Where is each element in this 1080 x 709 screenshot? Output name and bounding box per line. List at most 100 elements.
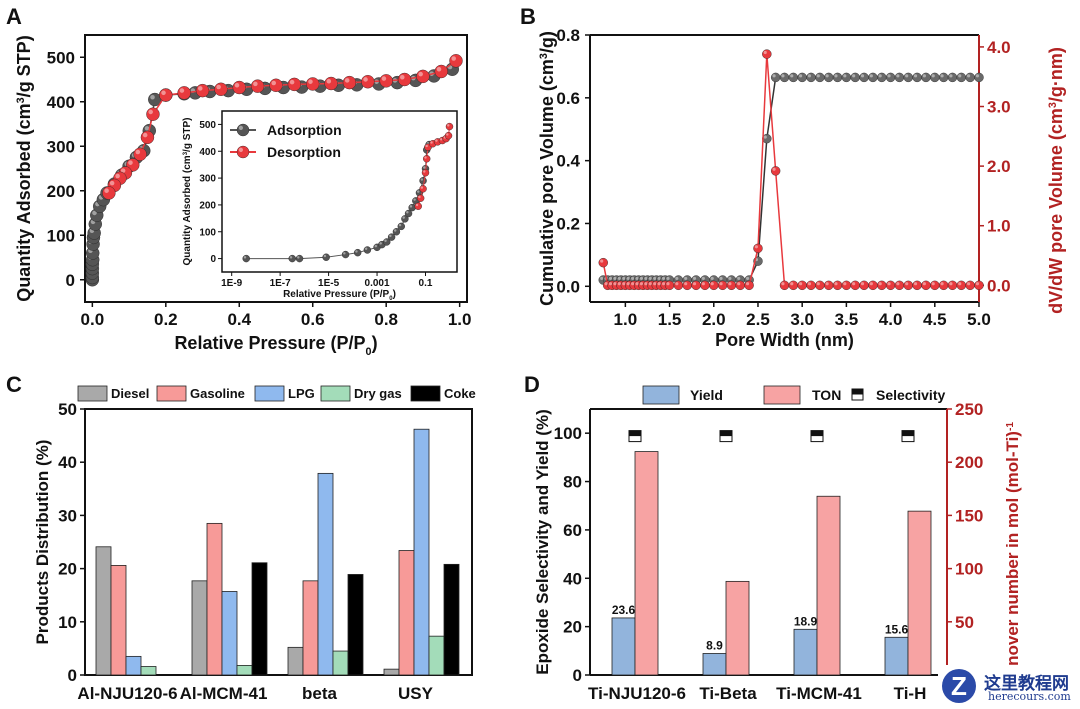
chart-d-legend-swatch-yield [642,385,680,405]
chart-a-point-desorption-highlight [109,180,115,186]
chart-a-inset-point-adsorption-body [401,215,409,223]
chart-b-point-dvdw-body [700,280,710,291]
chart-c-ytick-label: 0 [68,666,77,685]
chart-b-ytick-right-label: 1.0 [987,217,1011,236]
chart-d-point-selectivity [719,430,733,443]
chart-a-point-desorption-highlight [381,76,387,81]
chart-b-point-dvdw-highlight [701,282,705,286]
chart-b-point-dvdw [815,280,825,291]
chart-a-point-desorption-body [397,72,412,87]
chart-b-point-cumulative-body [877,72,887,83]
chart-c-xtick-label: Al-MCM-41 [180,684,268,703]
chart-a-inset-point-desorption-highlight [424,156,427,159]
chart-b-point-dvdw-highlight [639,282,644,286]
chart-a-point-desorption [306,77,320,91]
chart-d-point-selectivity [810,430,824,443]
chart-a-ytick-label: 400 [47,93,75,112]
chart-a-point-adsorption-highlight [150,94,155,100]
watermark: Z 这里教程网 herecours.com [938,665,1080,709]
chart-a-inset-point-desorption [421,169,430,177]
chart-b-point-cumulative [779,72,790,83]
chart-b-point-dvdw [877,280,887,291]
chart-c-bar-lpg [317,472,334,676]
chart-b-point-dvdw-body [779,280,790,291]
chart-c-bar-lpg [221,591,238,676]
chart-b-point-cumulative-highlight [701,276,705,281]
chart-b-point-dvdw-highlight [644,282,648,286]
chart-b-point-dvdw [762,49,772,59]
chart-b-point-cumulative [912,72,922,83]
chart-b-xtick-label: 2.0 [702,310,726,329]
watermark-logo-icon: Z [942,669,976,703]
chart-c-ytick-label: 40 [58,453,77,472]
chart-a-inset-point-adsorption-highlight [379,242,382,245]
chart-a-inset-point-adsorption-body [363,246,372,254]
chart-b-ytick-right-label: 4.0 [987,38,1011,57]
chart-c-bar-diesel [95,546,112,676]
chart-b-point-dvdw [921,280,931,291]
chart-b-xtick-label: 2.5 [746,310,770,329]
chart-a-inset-point-adsorption-body [288,254,296,263]
chart-b-point-cumulative-highlight [860,74,865,78]
chart-b-point-cumulative-body [770,72,781,83]
chart-a-point-desorption-highlight [128,160,133,165]
chart-a-inset-point-adsorption [397,222,405,231]
chart-b-ytick-label: 0.8 [556,26,580,45]
chart-a-xlabel: Relative Pressure (P/P0) [174,333,377,358]
chart-b-point-dvdw-highlight [600,259,604,263]
chart-d-bar-ton [816,495,841,676]
chart-b-point-dvdw [673,280,684,291]
chart-a-inset-xtick-label: 1E-9 [221,278,243,289]
chart-b-point-dvdw-highlight [626,282,630,286]
chart-a-inset-xlabel: Relative Pressure (P/P0) [283,289,396,302]
chart-b-point-cumulative-body [894,72,905,83]
chart-c-xtick-label: Al-NJU120-6 [77,684,177,703]
chart-a-point-desorption [250,79,265,93]
chart-c-ytick-label: 30 [58,506,77,525]
chart-a-inset-point-adsorption [401,215,409,223]
chart-a-point-desorption-highlight [400,74,405,80]
chart-b-point-cumulative [877,72,887,83]
chart-c-legend-swatch-lpg [254,385,285,402]
chart-b-point-dvdw-highlight [631,282,635,286]
chart-b-point-cumulative [824,72,834,83]
chart-b-point-dvdw-highlight [887,282,891,286]
chart-a-inset-point-adsorption-highlight [323,254,327,258]
chart-a-point-desorption-highlight [161,90,166,96]
chart-a-point-desorption-highlight [344,78,350,83]
chart-a-inset-point-desorption [414,202,422,210]
chart-d-xtick-label: Ti-NJU120-6 [588,684,686,703]
chart-b-point-cumulative-highlight [763,135,767,139]
chart-b-point-dvdw [938,280,949,291]
chart-b-ytick-label: 0.0 [556,277,580,296]
chart-c-legend-label: Gasoline [190,386,245,401]
chart-b-point-cumulative-highlight [684,276,688,281]
chart-b-point-dvdw-highlight [661,282,666,286]
chart-d-xtick-label: Ti-H [894,684,927,703]
chart-b-point-dvdw [753,243,763,254]
chart-d-selectivity-marker-fill [902,430,914,437]
chart-a-point-desorption-highlight [253,81,258,87]
chart-c-bar-gasoline [302,580,319,676]
chart-b-point-dvdw-body [832,280,843,291]
chart-a-ylabel: Quantity Adsorbed (cm3/g STP) [14,35,34,301]
chart-b-point-cumulative-body [868,72,878,83]
chart-b-point-dvdw [779,280,790,291]
chart-a-point-desorption [102,186,116,200]
chart-b-point-cumulative-highlight [710,276,714,281]
chart-b-point-cumulative [947,72,958,83]
panel-label-a: A [6,4,22,29]
chart-a-legend-marker [236,145,250,159]
chart-c-ytick-label: 50 [58,400,77,419]
chart-b-point-dvdw-body [930,280,940,291]
chart-b-point-dvdw-highlight [949,282,953,286]
chart-b-point-cumulative [868,72,878,83]
chart-b-point-dvdw-body [877,280,887,291]
chart-a-point-desorption [342,75,357,90]
chart-b-point-dvdw [744,280,754,291]
chart-c-ytick-label: 20 [58,560,77,579]
chart-b-point-cumulative-highlight [728,276,732,281]
chart-c-xtick-label: beta [302,684,338,703]
chart-b-point-cumulative [806,72,816,83]
chart-a-inset-ytick-label: 500 [199,120,216,131]
